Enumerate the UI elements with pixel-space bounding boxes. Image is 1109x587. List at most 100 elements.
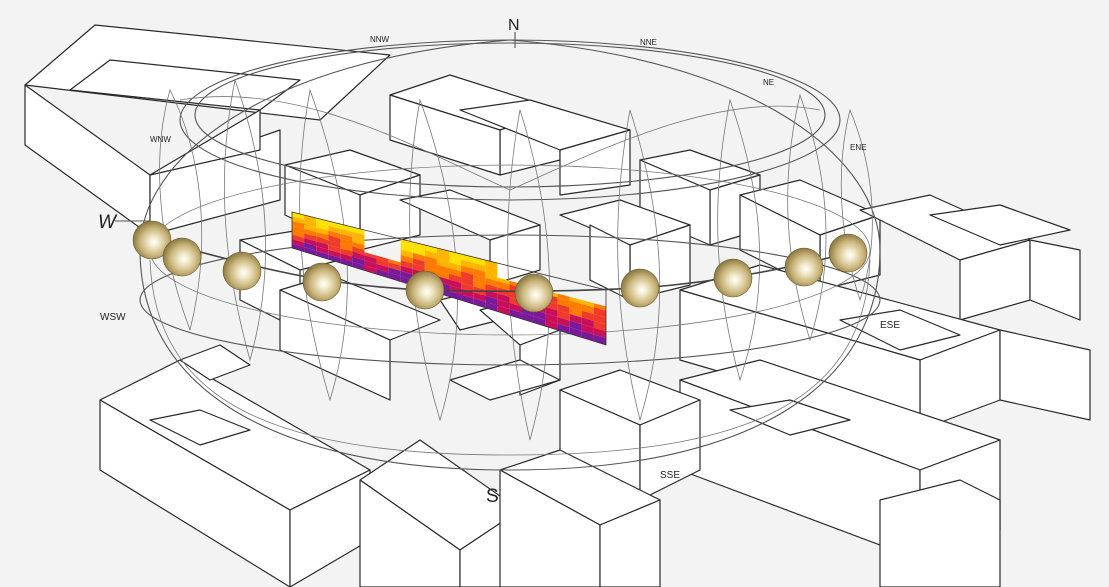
heatmap-cell bbox=[292, 221, 305, 229]
heatmap-cell bbox=[461, 259, 474, 269]
heatmap-cell bbox=[400, 244, 413, 253]
heatmap-cell bbox=[545, 307, 558, 318]
heatmap-cell bbox=[593, 303, 606, 311]
heatmap-cell bbox=[569, 300, 582, 311]
heatmap-cell bbox=[304, 228, 317, 237]
heatmap-cell bbox=[497, 293, 510, 303]
heatmap-cell bbox=[376, 263, 389, 273]
heatmap-cell bbox=[497, 305, 510, 316]
heatmap-cell bbox=[533, 309, 546, 320]
heatmap-cell bbox=[497, 299, 510, 310]
heatmap-cell bbox=[292, 239, 305, 248]
heatmap-cell bbox=[581, 324, 594, 335]
heatmap-cell bbox=[328, 221, 341, 229]
compass-label-ese: ESE bbox=[880, 320, 900, 331]
compass-label-w: W bbox=[98, 212, 118, 233]
heatmap-cell bbox=[569, 314, 582, 325]
heatmap-cell bbox=[328, 235, 341, 244]
building-east-long bbox=[679, 264, 1091, 431]
heatmap-cell bbox=[485, 295, 498, 306]
heatmap-cell bbox=[557, 304, 570, 315]
heatmap-cell bbox=[340, 248, 353, 257]
heatmap-cell bbox=[581, 310, 594, 321]
heatmap-cell bbox=[292, 243, 305, 252]
heatmap-cell bbox=[352, 256, 365, 266]
heatmap-cell bbox=[304, 215, 317, 223]
heatmap-cell bbox=[593, 334, 606, 345]
heatmap-cell bbox=[412, 242, 425, 251]
building-south-east-mid bbox=[499, 369, 701, 587]
heatmap-cell bbox=[316, 246, 329, 255]
heatmap-cell bbox=[376, 255, 389, 263]
heatmap-cell bbox=[593, 320, 606, 332]
heatmap-cell bbox=[436, 248, 449, 257]
heatmap-cell bbox=[292, 230, 305, 238]
heatmap-cell bbox=[473, 274, 486, 284]
heatmap-cell bbox=[581, 330, 594, 342]
heatmap-cell bbox=[485, 301, 498, 312]
heatmap-cell bbox=[557, 317, 570, 328]
compass-label-wnw: WNW bbox=[150, 135, 171, 144]
heatmap-cell bbox=[581, 317, 594, 328]
compass-label-nnw: NNW bbox=[370, 35, 390, 44]
heatmap-cell bbox=[304, 242, 317, 251]
heatmap-cell bbox=[569, 320, 582, 331]
heatmap-cell bbox=[412, 258, 425, 268]
sun-sphere bbox=[713, 258, 753, 298]
sun-sphere bbox=[302, 262, 342, 302]
building-southwest-long bbox=[99, 344, 371, 587]
heatmap-cell bbox=[304, 233, 317, 242]
heatmap-cell bbox=[352, 261, 365, 271]
sun-sphere bbox=[162, 237, 202, 277]
compass-label-n: N bbox=[508, 17, 520, 34]
heatmap-cell bbox=[388, 259, 401, 266]
heatmap-cell bbox=[412, 263, 425, 273]
heatmap-cell bbox=[557, 297, 570, 308]
heatmap-cell bbox=[304, 237, 317, 247]
heatmap-cell bbox=[340, 253, 353, 262]
heatmap-cell bbox=[424, 245, 437, 254]
heatmap-cell bbox=[364, 255, 377, 264]
heatmap-cell bbox=[424, 261, 437, 271]
heatmap-cell bbox=[593, 307, 606, 318]
heatmap-cell bbox=[449, 251, 462, 260]
heatmap-cell bbox=[388, 272, 401, 282]
heatmap-cell bbox=[292, 212, 305, 220]
heatmap-cell bbox=[461, 271, 474, 281]
heatmap-cell bbox=[509, 309, 522, 319]
heatmap-cell bbox=[340, 243, 353, 252]
heatmap-cell bbox=[328, 225, 341, 234]
heatmap-cell bbox=[485, 271, 498, 282]
heatmap-cell bbox=[328, 249, 341, 259]
heatmap-cell bbox=[316, 236, 329, 245]
heatmap-cell bbox=[581, 304, 594, 315]
sun-sphere bbox=[132, 220, 172, 260]
heatmap-cell bbox=[424, 250, 437, 260]
building-south-center bbox=[359, 359, 561, 587]
heatmap-cell bbox=[364, 260, 377, 269]
heatmap-cell bbox=[340, 233, 353, 242]
heatmap-cell bbox=[473, 292, 486, 302]
heatmap-cell bbox=[328, 254, 341, 263]
heatmap-cell bbox=[593, 327, 606, 339]
heatmap-cell bbox=[593, 314, 606, 325]
heatmap-cell bbox=[412, 247, 425, 257]
heatmap-cell bbox=[449, 279, 462, 289]
sun-sphere bbox=[828, 233, 868, 273]
heatmap-cell bbox=[328, 240, 341, 249]
heatmap-cell bbox=[328, 230, 341, 239]
heatmap-cell bbox=[364, 265, 377, 275]
heatmap-cell bbox=[400, 249, 413, 259]
heatmap-outline bbox=[291, 211, 607, 346]
sun-spheres bbox=[132, 220, 868, 313]
heatmap-cell bbox=[352, 231, 365, 241]
heatmap-cell bbox=[449, 273, 462, 283]
heatmap-cell bbox=[533, 316, 546, 327]
heatmap-cell bbox=[364, 252, 377, 259]
sun-sphere bbox=[620, 268, 660, 308]
heatmap-cell bbox=[461, 294, 474, 304]
sun-sphere bbox=[222, 251, 262, 291]
heatmap-cell bbox=[545, 319, 558, 331]
compass-label-ne: NE bbox=[763, 78, 774, 87]
